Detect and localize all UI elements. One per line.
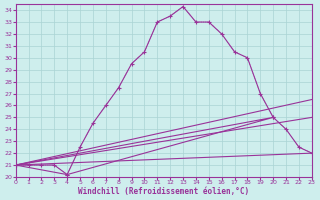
X-axis label: Windchill (Refroidissement éolien,°C): Windchill (Refroidissement éolien,°C) <box>78 187 249 196</box>
